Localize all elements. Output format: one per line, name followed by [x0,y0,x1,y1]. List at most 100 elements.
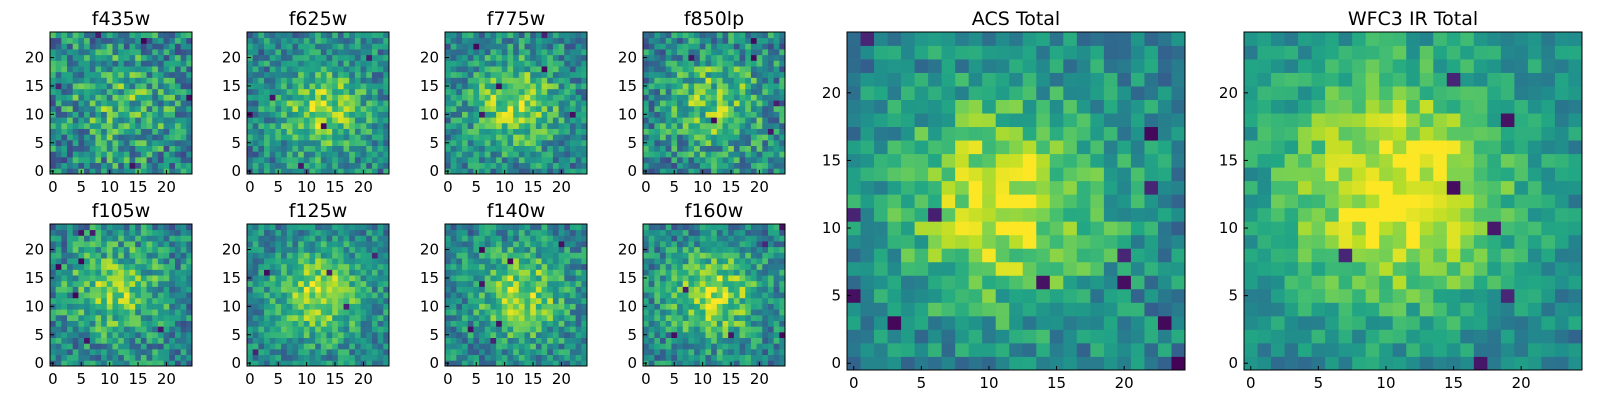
heatmap-cell [462,88,469,95]
heatmap-cell [123,297,130,304]
heatmap-cell [354,139,361,146]
heatmap-cell [383,145,390,152]
heatmap-cell [264,43,271,50]
heatmap-cell [275,348,282,356]
heatmap-cell [682,117,689,124]
heatmap-cell [135,49,142,56]
heatmap-cell [129,54,136,61]
heatmap-cell [118,229,125,236]
heatmap-cell [292,246,299,253]
heatmap-cell [705,343,712,350]
heatmap-cell [55,269,62,276]
heatmap-cell [575,111,582,118]
heatmap-cell [326,168,333,175]
heatmap-cell [67,111,74,118]
heatmap-cell [660,117,667,124]
heatmap-cell [552,326,559,333]
heatmap-cell [479,360,486,367]
heatmap-cell [349,246,356,253]
heatmap-cell [140,337,147,344]
heatmap-cell [292,224,299,231]
heatmap-cell [247,94,254,101]
heatmap-cell [135,128,142,135]
heatmap-cell [518,331,525,338]
x-tick-label: 20 [750,178,769,196]
heatmap-cell [309,37,316,44]
heatmap-cell [135,117,142,124]
heatmap-cell [89,134,96,141]
heatmap-cell [140,326,147,333]
heatmap-cell [112,128,119,135]
heatmap-cell [733,77,740,84]
heatmap-cell [762,303,769,310]
heatmap-cell [67,43,74,50]
heatmap-cell [123,241,130,248]
heatmap-cell [648,54,655,61]
heatmap-cell [462,94,469,101]
panel-title: f160w [685,200,744,222]
heatmap-cell [332,156,339,164]
heatmap-cell [67,326,74,333]
heatmap-cell [55,139,62,146]
heatmap-cell [180,162,187,169]
heatmap-cell [501,263,508,270]
heatmap-cell [252,60,259,67]
heatmap-cell [264,320,271,327]
heatmap-cell [530,320,537,327]
heatmap-cell [383,297,390,304]
heatmap-cell [326,252,333,259]
heatmap-cell [315,37,322,44]
x-tick-label: 0 [48,370,58,388]
heatmap-cell [264,71,271,78]
heatmap-cell [501,145,508,152]
heatmap-cell [699,326,706,333]
heatmap-cell [518,77,525,84]
heatmap-cell [264,348,271,356]
heatmap-cell [450,235,457,242]
heatmap-cell [552,122,559,129]
heatmap-cell [67,105,74,112]
heatmap-cell [694,292,701,299]
heatmap-cell [682,292,689,299]
heatmap-cell [705,151,712,158]
heatmap-cell [332,111,339,118]
heatmap-cell [479,320,486,327]
heatmap-cell [484,134,491,141]
heatmap-cell [332,235,339,242]
heatmap-cell [733,156,740,164]
heatmap-cell [140,235,147,242]
heatmap-cell [349,88,356,95]
heatmap-cell [518,71,525,78]
heatmap-cell [552,60,559,67]
heatmap-cell [354,168,361,175]
heatmap-cell [286,100,293,107]
heatmap-cell [320,105,327,112]
heatmap-cell [366,309,373,316]
heatmap-cell [343,258,350,265]
heatmap-cell [547,151,554,158]
heatmap-cell [728,122,735,129]
heatmap-cell [286,122,293,129]
heatmap-cell [558,128,565,135]
heatmap-cell [677,360,684,367]
heatmap-cell [484,100,491,107]
heatmap-cell [671,88,678,95]
heatmap-cell [445,134,452,141]
heatmap-cell [450,54,457,61]
heatmap-cell [326,280,333,287]
heatmap-cell [456,263,463,270]
heatmap-cell [337,139,344,146]
heatmap-cell [445,229,452,236]
heatmap-cell [146,252,153,259]
heatmap-cell [745,151,752,158]
heatmap-cell [169,83,176,90]
heatmap-cell [67,263,74,270]
heatmap-cell [315,88,322,95]
heatmap-cell [467,224,474,231]
heatmap-cell [174,60,182,67]
heatmap-cell [247,235,254,242]
heatmap-cell [643,337,650,344]
heatmap-cell [303,37,310,44]
heatmap-cell [490,145,497,152]
heatmap-cell [50,320,57,327]
